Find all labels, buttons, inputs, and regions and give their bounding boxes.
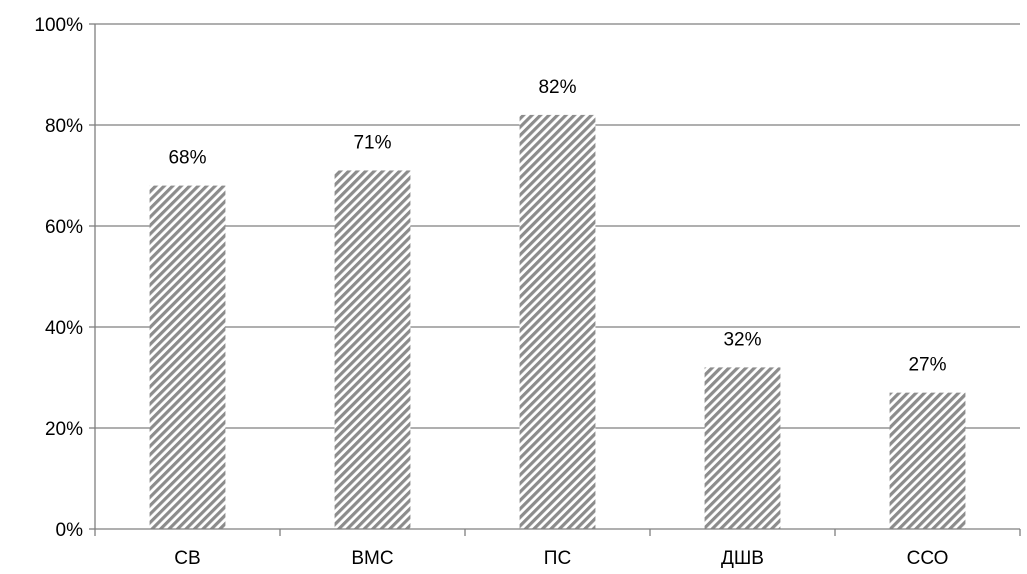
y-tick-label: 40% [45, 318, 83, 339]
bar [889, 392, 966, 529]
axes [89, 23, 1021, 536]
x-tick-label: ПС [544, 548, 571, 569]
y-tick-label: 20% [45, 419, 83, 440]
x-tick-label: ССО [907, 548, 949, 569]
y-tick-label: 0% [56, 520, 84, 541]
bar [519, 114, 596, 530]
bar [704, 367, 781, 529]
bars [149, 114, 966, 530]
y-tick-label: 60% [45, 217, 83, 238]
data-label: 32% [723, 329, 761, 350]
bar [334, 170, 411, 529]
x-tick-label: ДШВ [721, 548, 764, 569]
data-label: 68% [168, 148, 206, 169]
x-tick-label: ВМС [351, 548, 393, 569]
data-label: 71% [353, 132, 391, 153]
data-label: 82% [538, 77, 576, 98]
y-tick-label: 80% [45, 116, 83, 137]
x-tick-label: СВ [174, 548, 200, 569]
data-label: 27% [908, 355, 946, 376]
labels: 0% 20% 40% 60% 80% 100% 68% СВ 71% ВМС 82% ПС 32% ДШВ… [34, 15, 948, 569]
bar [149, 185, 226, 529]
y-tick-label: 100% [34, 15, 83, 36]
